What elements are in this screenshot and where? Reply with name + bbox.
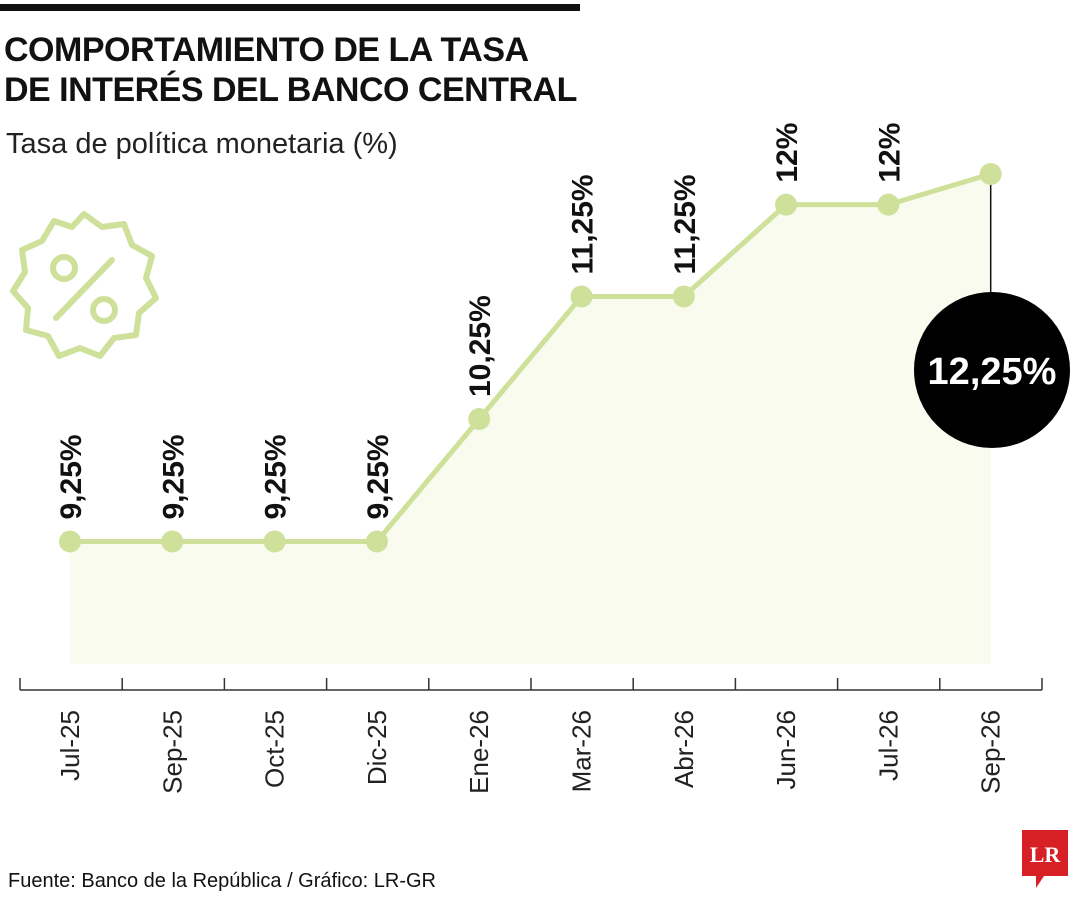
data-label: 9,25% <box>55 434 88 519</box>
logo-badge <box>1022 830 1068 888</box>
x-tick-label: Jul-25 <box>55 710 85 781</box>
x-tick-label: Sep-25 <box>157 710 187 794</box>
chart-subtitle: Tasa de política monetaria (%) <box>6 128 398 160</box>
data-label: 11,25% <box>567 174 600 274</box>
data-point <box>263 530 286 553</box>
x-tick-label: Sep-26 <box>976 710 1006 794</box>
series-line <box>67 171 994 544</box>
x-tick-label: Abr-26 <box>669 710 699 788</box>
data-point <box>672 285 695 308</box>
data-point <box>365 530 388 553</box>
chart-title: COMPORTAMIENTO DE LA TASA DE INTERÉS DEL… <box>4 30 644 110</box>
data-point <box>775 193 798 216</box>
percent-circle-top <box>50 254 78 282</box>
x-tick-label: Mar-26 <box>567 710 597 792</box>
x-tick-label: Oct-25 <box>260 710 290 788</box>
data-label: 10,25% <box>464 295 497 397</box>
logo-text: LR <box>1030 842 1062 867</box>
top-rule <box>0 4 580 11</box>
data-label: 9,25% <box>260 434 293 519</box>
data-point <box>161 530 184 553</box>
highlight-value-label: 12,25% <box>928 351 1057 393</box>
percent-slash <box>53 257 115 321</box>
lr-logo: LR <box>1022 830 1068 888</box>
chart-title-line-1: COMPORTAMIENTO DE LA TASA <box>4 31 529 69</box>
data-point <box>877 193 900 216</box>
data-label: 11,25% <box>669 174 702 274</box>
data-point <box>468 408 491 430</box>
data-label: 9,25% <box>157 434 190 519</box>
data-point <box>979 163 1002 185</box>
x-tick-label: Jun-26 <box>771 710 801 790</box>
highlight-bubble <box>914 292 1070 448</box>
data-label: 12% <box>771 123 804 183</box>
x-tick-label: Jul-26 <box>873 710 903 781</box>
data-point <box>59 530 81 553</box>
percent-circle-bottom <box>90 296 118 324</box>
badge-outline <box>10 211 159 359</box>
data-label: 12% <box>873 123 906 183</box>
data-label: 9,25% <box>362 434 395 519</box>
x-tick-label: Dic-25 <box>362 710 392 785</box>
percent-badge-icon <box>10 211 159 359</box>
chart-title-line-2: DE INTERÉS DEL BANCO CENTRAL <box>4 71 577 109</box>
source-credit: Fuente: Banco de la República / Gráfico:… <box>8 870 436 892</box>
x-tick-label: Ene-26 <box>464 710 494 794</box>
area-fill <box>70 174 991 664</box>
data-point <box>570 285 593 308</box>
